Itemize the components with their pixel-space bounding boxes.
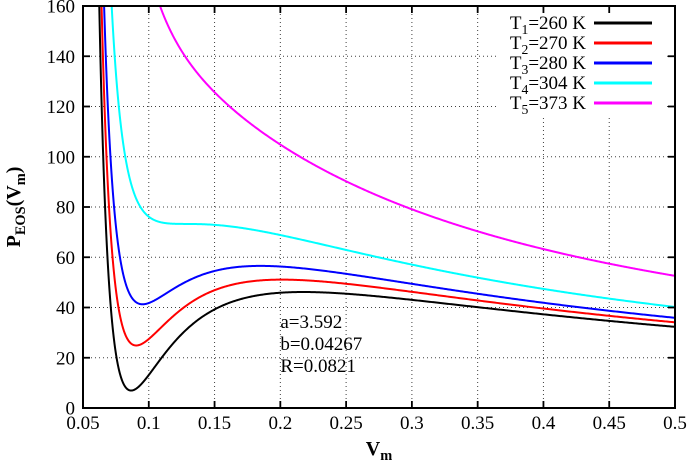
curve-t5-373k xyxy=(158,6,675,277)
x-tick-label: 0.45 xyxy=(593,413,626,434)
curve-t4-304k xyxy=(110,6,675,308)
curve-t1-260k xyxy=(98,6,675,392)
y-tick-label: 40 xyxy=(56,298,75,319)
legend-label: T4=304 K xyxy=(510,73,586,97)
legend-entry-t4: T4=304 K xyxy=(510,73,652,97)
x-axis-label: Vm xyxy=(366,438,392,464)
annotation-line: R=0.0821 xyxy=(280,356,356,377)
legend-label: T5=373 K xyxy=(510,93,586,117)
y-tick-label: 100 xyxy=(47,147,76,168)
x-tick-label: 0.5 xyxy=(663,413,687,434)
x-tick-label: 0.35 xyxy=(461,413,494,434)
x-tick-label: 0.3 xyxy=(400,413,424,434)
y-tick-label: 160 xyxy=(47,0,76,18)
y-axis-label: PEOS(Vm) xyxy=(3,167,29,248)
legend-entry-t1: T1=260 K xyxy=(510,13,652,37)
x-tick-label: 0.05 xyxy=(66,413,99,434)
legend-entry-t5: T5=373 K xyxy=(510,93,652,117)
curve-t3-280k xyxy=(103,6,675,319)
y-tick-label: 0 xyxy=(66,399,76,420)
x-tick-label: 0.4 xyxy=(532,413,556,434)
legend-entry-t3: T3=280 K xyxy=(510,53,652,77)
legend-label: T2=270 K xyxy=(510,33,586,57)
y-tick-label: 140 xyxy=(47,47,76,68)
y-tick-label: 60 xyxy=(56,248,75,269)
y-tick-label: 120 xyxy=(47,97,76,118)
annotation-line: b=0.04267 xyxy=(280,334,362,355)
legend-label: T1=260 K xyxy=(510,13,586,37)
curve-t2-270k xyxy=(100,6,675,347)
y-tick-label: 20 xyxy=(56,348,75,369)
legend-label: T3=280 K xyxy=(510,53,586,77)
x-tick-label: 0.15 xyxy=(198,413,231,434)
annotation-line: a=3.592 xyxy=(280,312,342,333)
legend-entry-t2: T2=270 K xyxy=(510,33,652,57)
x-tick-label: 0.1 xyxy=(137,413,161,434)
x-tick-label: 0.25 xyxy=(329,413,362,434)
y-tick-label: 80 xyxy=(56,198,75,219)
x-tick-label: 0.2 xyxy=(268,413,292,434)
